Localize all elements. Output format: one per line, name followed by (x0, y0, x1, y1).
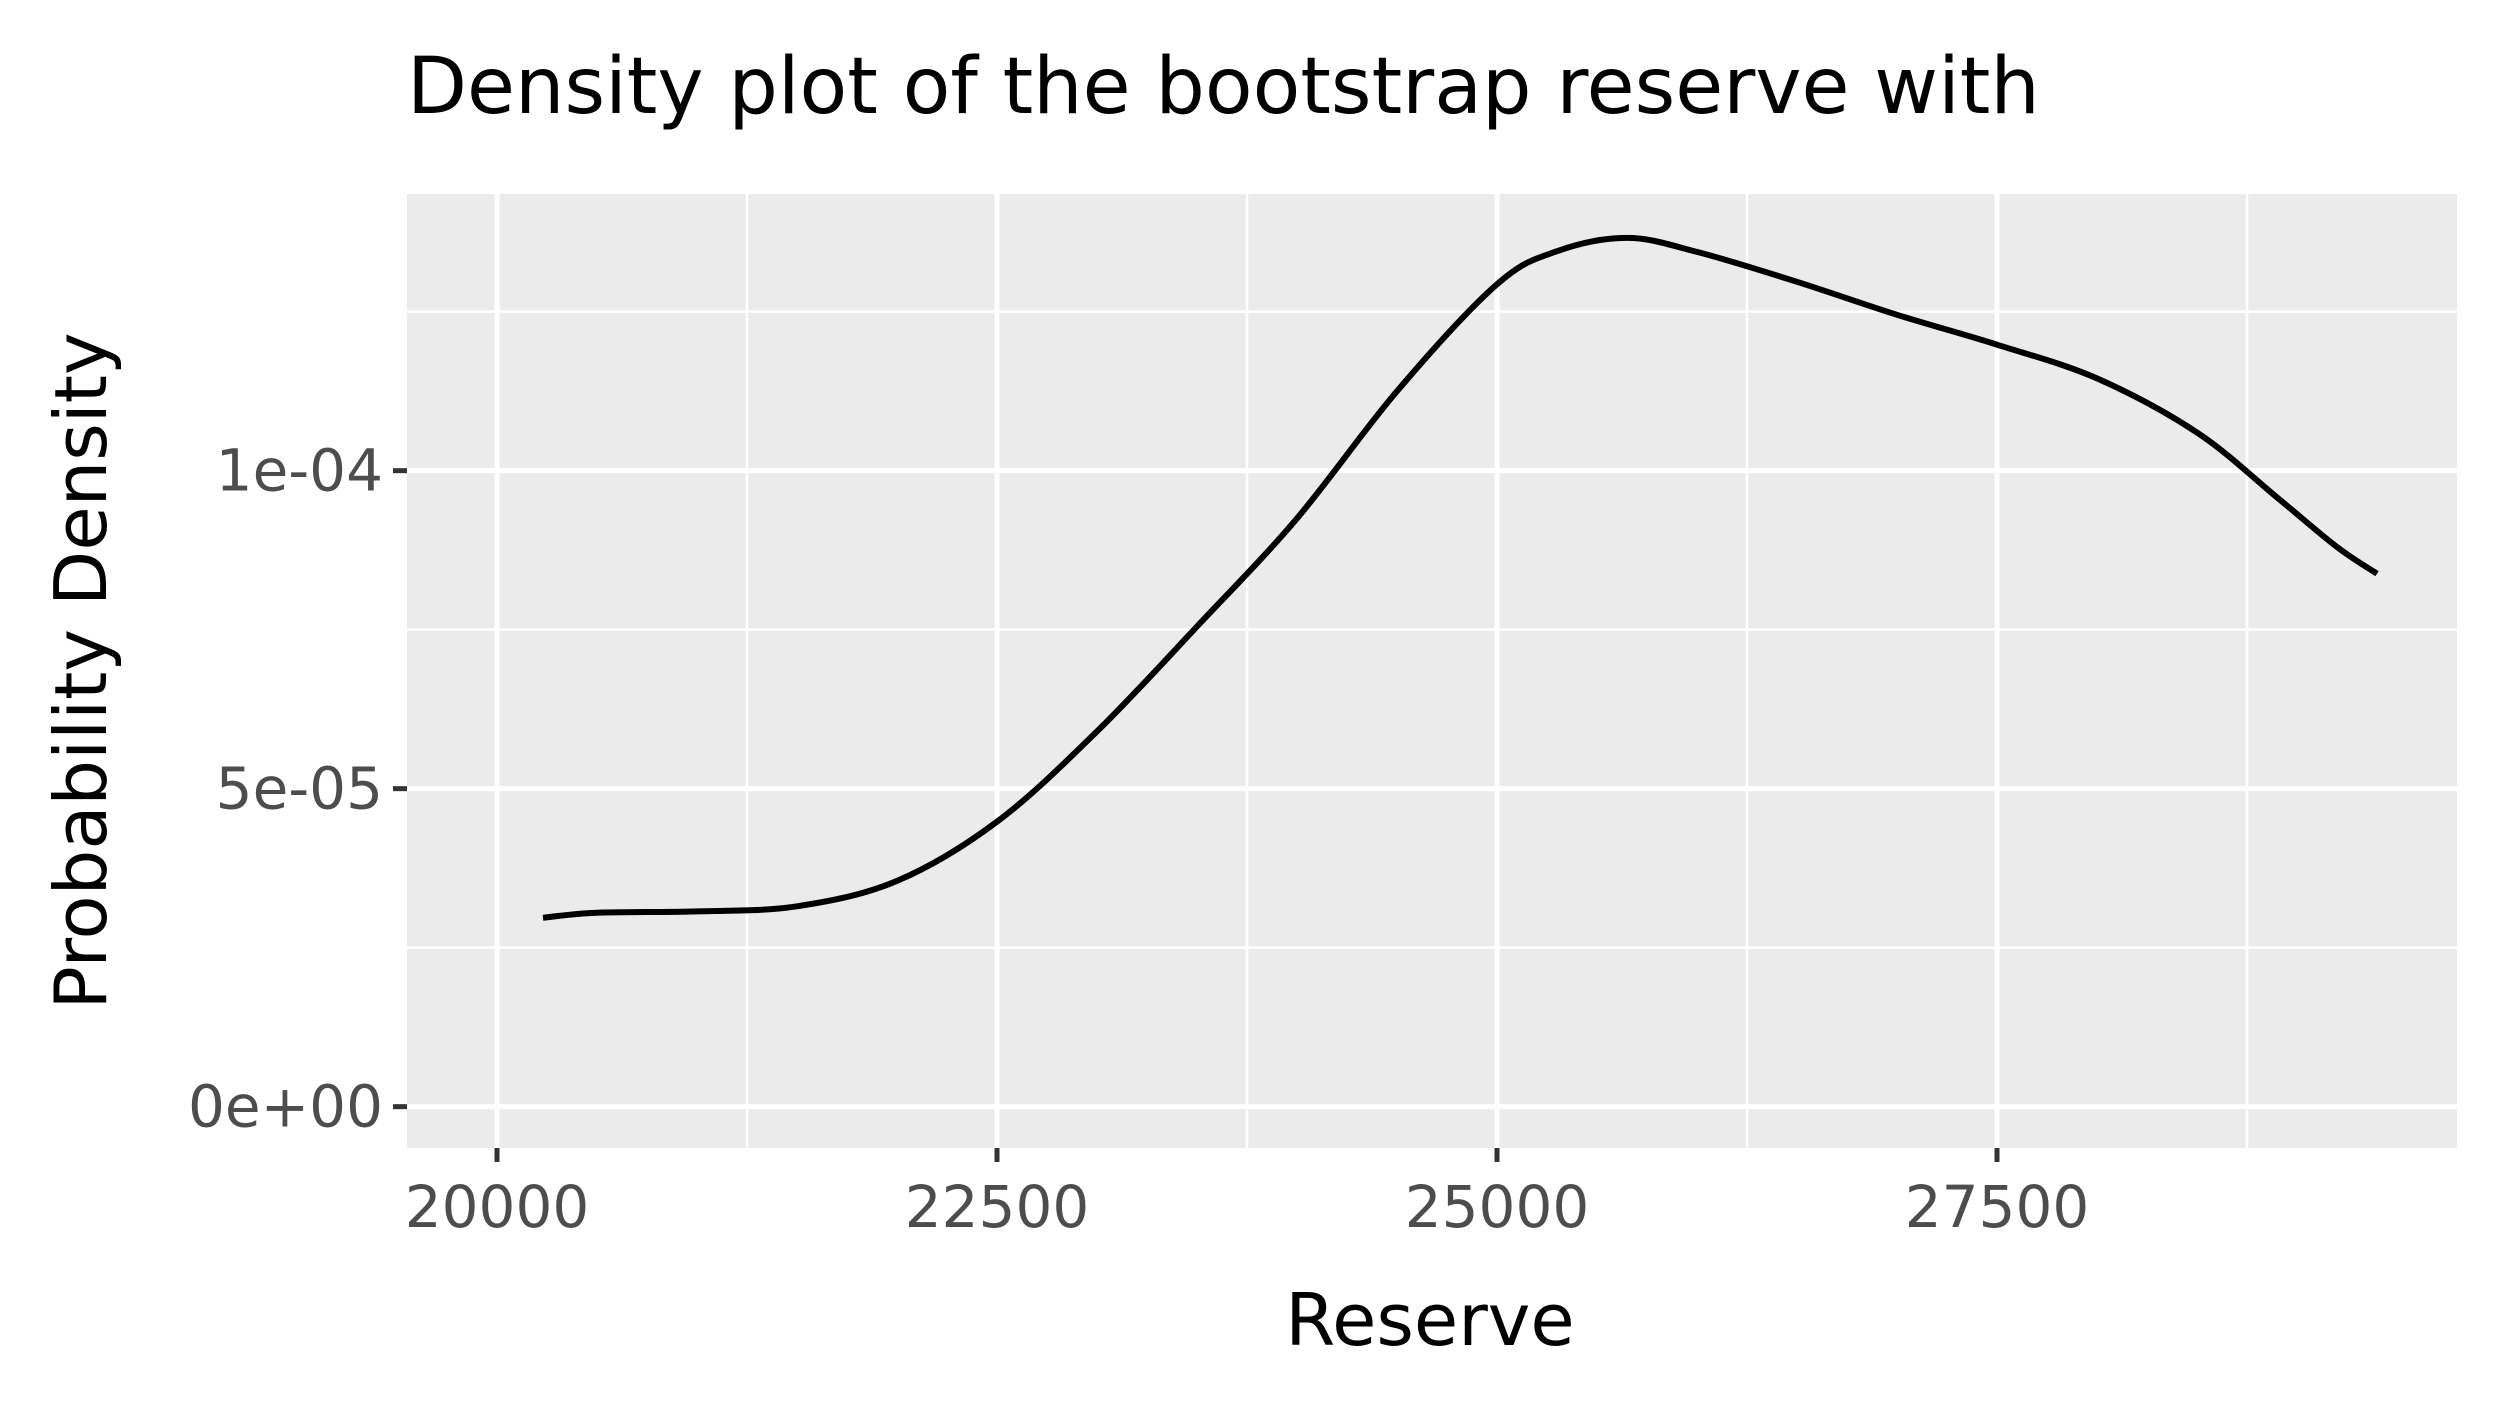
axis-ticks (393, 468, 2000, 1162)
major-gridlines (407, 194, 2457, 1148)
y-tick-label: 5e-05 (216, 755, 383, 823)
minor-gridlines (407, 194, 2457, 1148)
x-tick-label: 27500 (1905, 1173, 2090, 1241)
x-tick-label: 25000 (1405, 1173, 1590, 1241)
x-tick-label: 20000 (405, 1173, 590, 1241)
y-axis-title: Probability Density (39, 332, 123, 1009)
tick-labels: 20000 22500 25000 27500 0e+00 5e-05 1e-04 (188, 437, 2089, 1241)
chart-title: Density plot of the bootstrap reserve wi… (407, 42, 2040, 132)
y-tick-label: 0e+00 (188, 1073, 383, 1141)
density-curve (542, 234, 2379, 921)
y-tick-label: 1e-04 (216, 437, 383, 505)
plot-panel (407, 194, 2457, 1148)
x-axis-title: Reserve (1285, 1278, 1574, 1362)
x-tick-label: 22500 (905, 1173, 1090, 1241)
